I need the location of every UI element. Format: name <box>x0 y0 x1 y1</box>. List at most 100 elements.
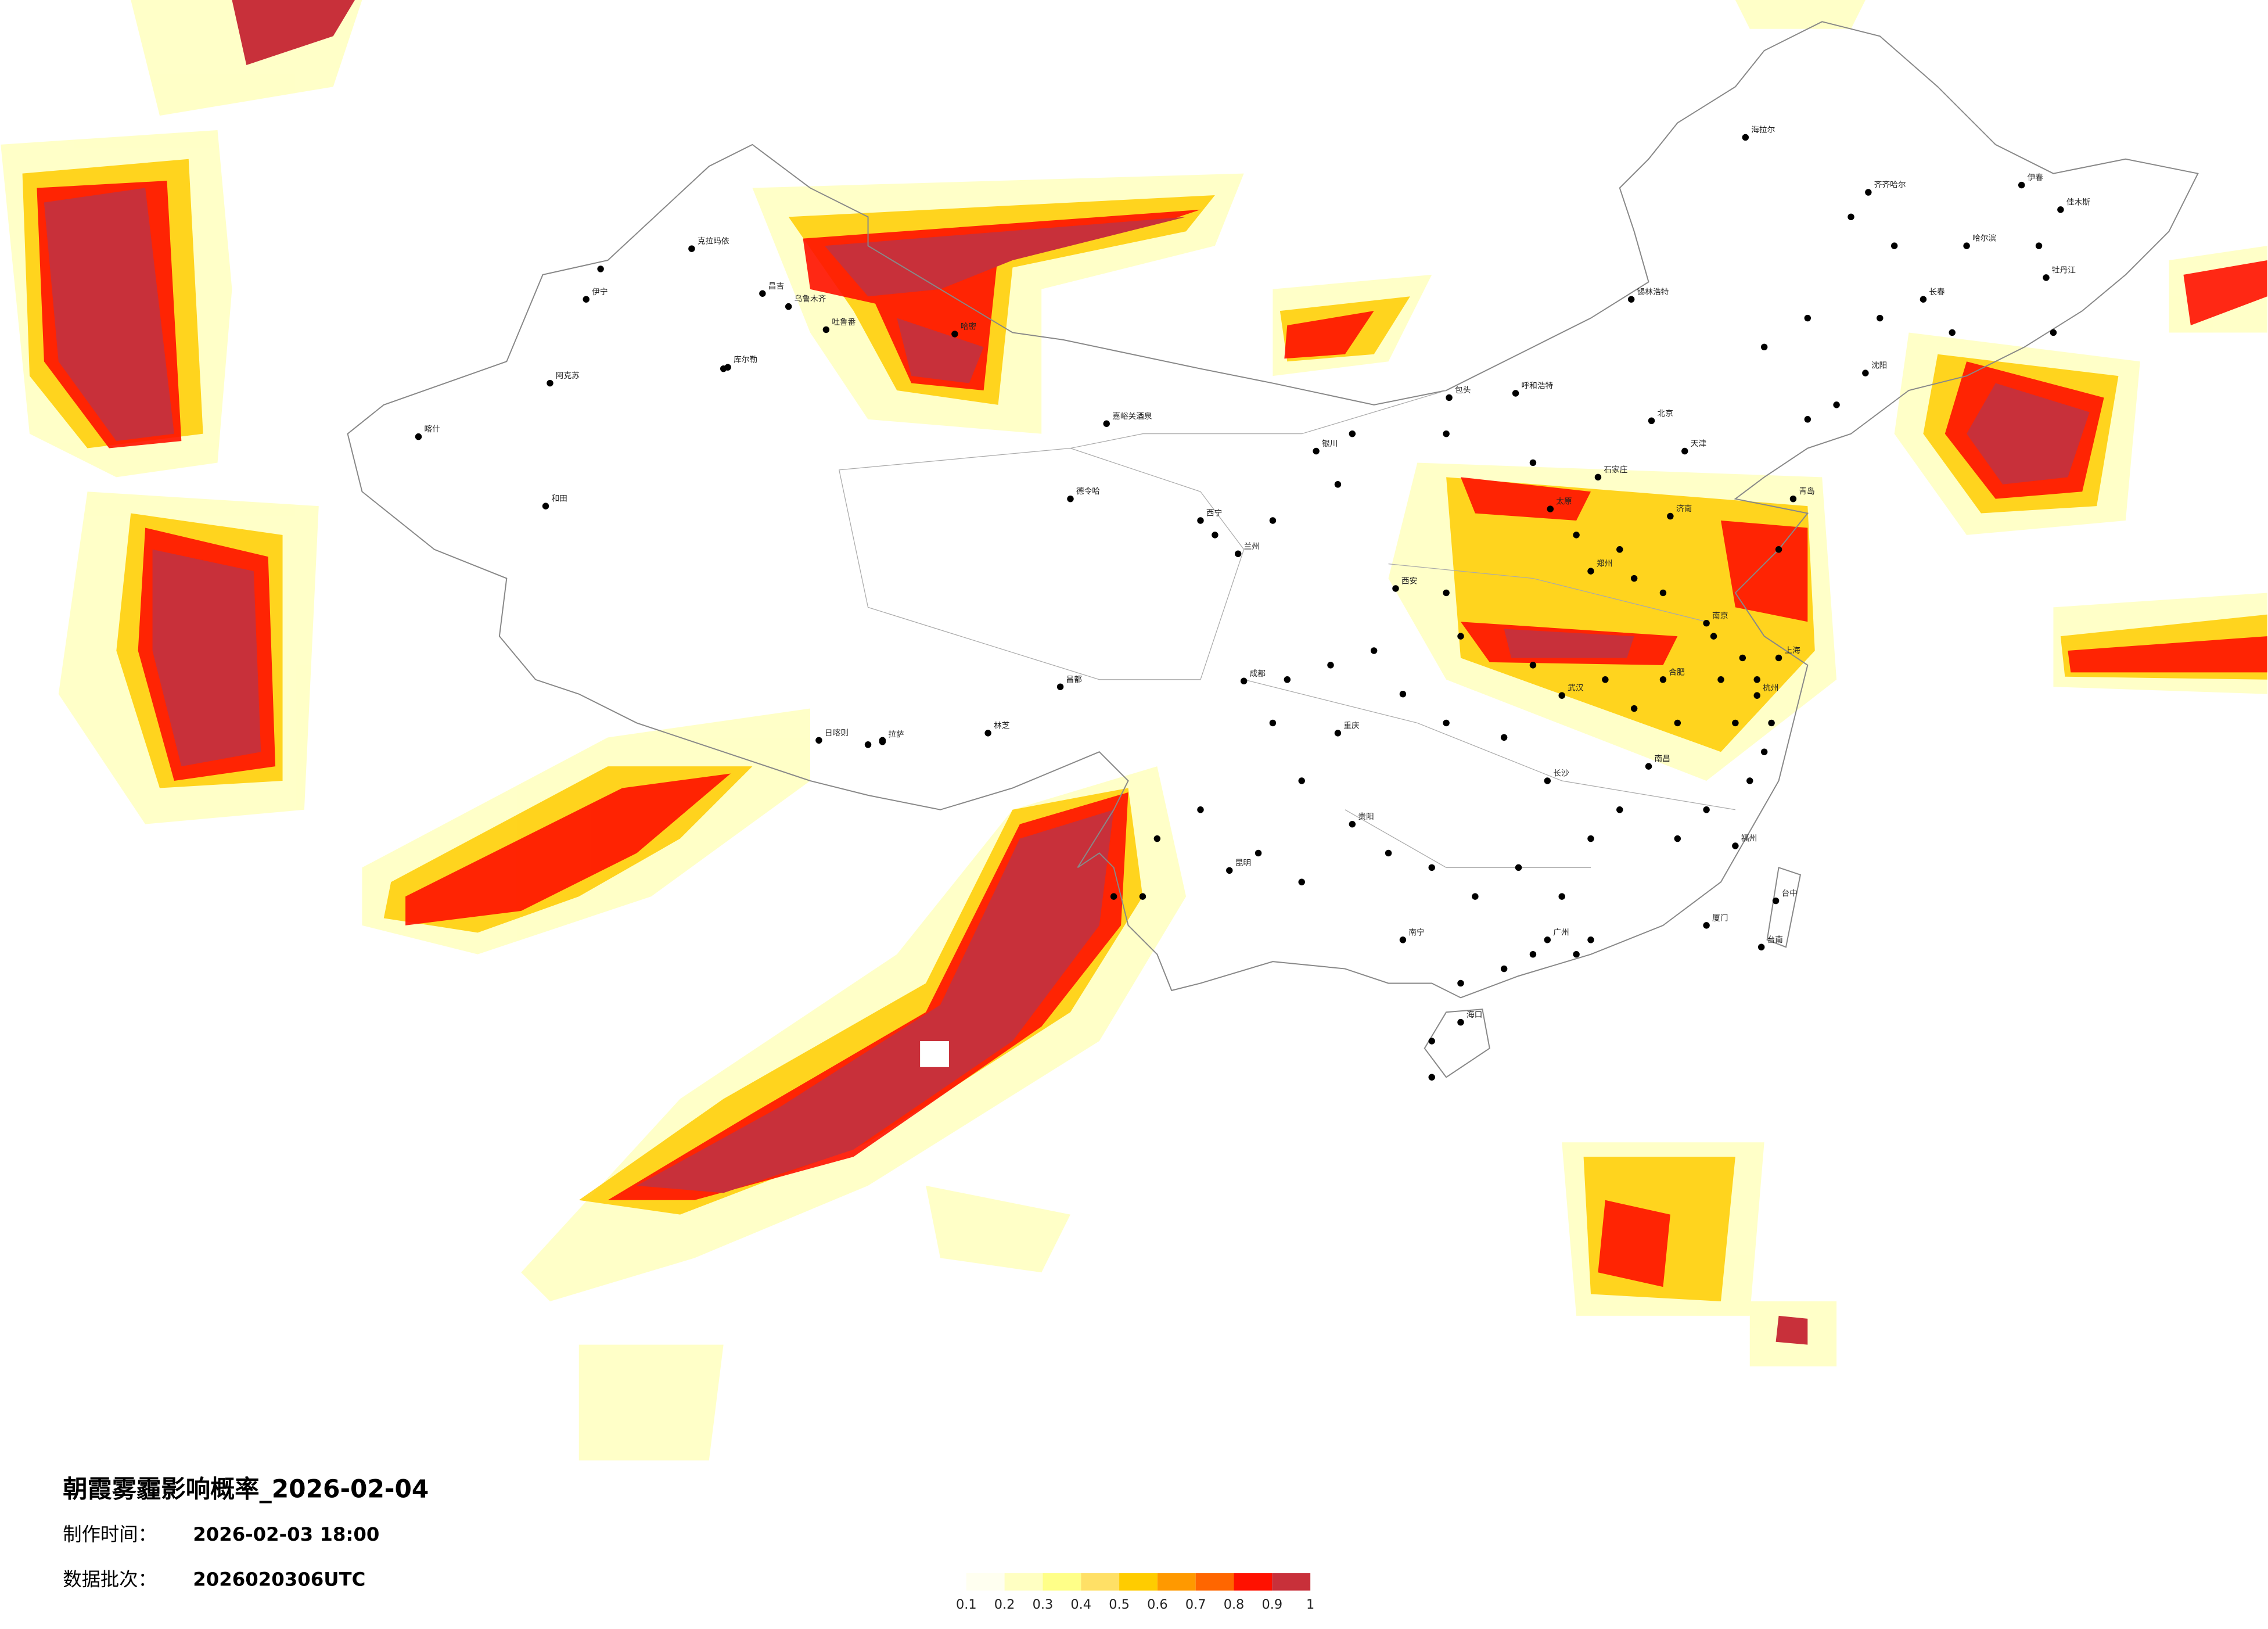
city-label: 锡林浩特 <box>1637 288 1669 297</box>
city-dot <box>1627 296 1635 303</box>
batch-label: 数据批次： <box>63 1568 157 1590</box>
station-dot <box>864 741 872 748</box>
city-label: 拉萨 <box>888 730 904 739</box>
city-label: 伊春 <box>2028 173 2044 182</box>
legend-tick-label: 0.4 <box>1070 1597 1091 1612</box>
city-dot <box>547 379 553 387</box>
city-dot <box>1558 692 1565 699</box>
station-dot <box>1370 647 1378 654</box>
city-label: 银川 <box>1322 439 1338 448</box>
city-label: 昌吉 <box>768 282 784 291</box>
legend-tick-label: 0.3 <box>1033 1597 1054 1612</box>
station-dot <box>1674 835 1681 842</box>
station-dot <box>1443 719 1450 727</box>
city-dot <box>984 730 991 737</box>
city-dot <box>1667 512 1674 520</box>
city-label: 齐齐哈尔 <box>1874 181 1906 190</box>
city-label: 和田 <box>551 494 567 504</box>
station-dot <box>1399 690 1407 698</box>
city-dot <box>1512 390 1519 397</box>
city-label: 西安 <box>1401 577 1417 586</box>
legend-swatch <box>1157 1573 1196 1591</box>
city-label: 哈密 <box>961 321 977 331</box>
country-border <box>347 21 2199 1078</box>
station-dot <box>1630 705 1638 712</box>
station-dot <box>1760 343 1768 351</box>
station-dot <box>1428 1038 1435 1045</box>
city-dot <box>1659 676 1667 683</box>
city-dot <box>1865 189 1872 196</box>
station-dot <box>1457 979 1464 987</box>
station-dot <box>1804 416 1811 423</box>
city-label: 济南 <box>1676 504 1692 514</box>
city-dot <box>1446 394 1453 401</box>
city-label: 青岛 <box>1799 487 1814 496</box>
city-dot <box>1240 677 1248 684</box>
station-dot <box>1732 719 1739 727</box>
legend-swatch <box>1195 1573 1234 1591</box>
city-label: 西宁 <box>1206 508 1222 518</box>
city-label: 南宁 <box>1408 927 1424 937</box>
station-dot <box>1428 1074 1435 1081</box>
city-dot <box>1757 943 1765 950</box>
city-label: 武汉 <box>1568 684 1584 693</box>
city-dot <box>1544 777 1551 784</box>
city-label: 哈尔滨 <box>1972 234 1996 243</box>
city-dot <box>1544 937 1551 943</box>
station-dot <box>1327 662 1334 669</box>
station-dot <box>1587 937 1594 943</box>
legend-swatch <box>1119 1573 1158 1591</box>
city-label: 呼和浩特 <box>1522 382 1554 391</box>
batch-value: 2026020306UTC <box>193 1568 365 1590</box>
station-dot <box>879 737 886 744</box>
station-dot <box>1630 575 1638 582</box>
legend-tick-label: 0.5 <box>1109 1597 1130 1612</box>
station-dot <box>1573 950 1580 958</box>
city-label: 兰州 <box>1244 542 1260 551</box>
station-dot <box>1768 719 1775 727</box>
station-dot <box>1457 633 1464 640</box>
station-dot <box>1848 213 1854 221</box>
legend-swatch <box>1043 1573 1081 1591</box>
station-dot <box>597 265 604 272</box>
station-dot <box>1587 835 1594 842</box>
station-dot <box>2035 242 2043 249</box>
legend-tick-label: 0.2 <box>994 1597 1015 1612</box>
city-label: 石家庄 <box>1604 465 1627 475</box>
station-dot <box>1703 806 1710 813</box>
station-dot <box>1110 893 1117 900</box>
city-dot <box>688 245 695 252</box>
city-dot <box>1645 763 1652 770</box>
city-dot <box>785 303 792 310</box>
station-dot <box>1949 329 1956 336</box>
city-label: 林芝 <box>994 721 1010 730</box>
legend-tick-label: 1 <box>1306 1597 1314 1612</box>
city-dot <box>1648 417 1655 424</box>
legend-swatch <box>966 1573 1005 1591</box>
station-dot <box>1717 676 1724 683</box>
station-dot <box>1500 734 1508 741</box>
city-label: 成都 <box>1250 669 1266 679</box>
fog-probability-field <box>1 0 2267 1461</box>
city-label: 昌都 <box>1066 675 1083 684</box>
legend-tick-label: 0.6 <box>1147 1597 1168 1612</box>
city-dot <box>1703 922 1710 929</box>
city-dot <box>759 290 766 297</box>
made-time-label: 制作时间： <box>63 1523 157 1545</box>
city-dot <box>1334 730 1342 737</box>
station-dot <box>1255 849 1262 857</box>
station-dot <box>1197 806 1204 813</box>
city-label: 南京 <box>1712 611 1728 620</box>
station-dot <box>720 365 727 372</box>
station-dot <box>1760 748 1768 755</box>
city-label: 南昌 <box>1655 755 1670 764</box>
city-dot <box>2057 206 2064 213</box>
city-dot <box>815 737 822 744</box>
city-dot <box>1399 937 1407 943</box>
city-dot <box>1056 683 1064 690</box>
city-dot <box>1775 654 1782 662</box>
city-label: 克拉玛依 <box>698 237 729 246</box>
city-dot <box>1963 242 1970 249</box>
made-time-value: 2026-02-03 18:00 <box>193 1523 379 1545</box>
